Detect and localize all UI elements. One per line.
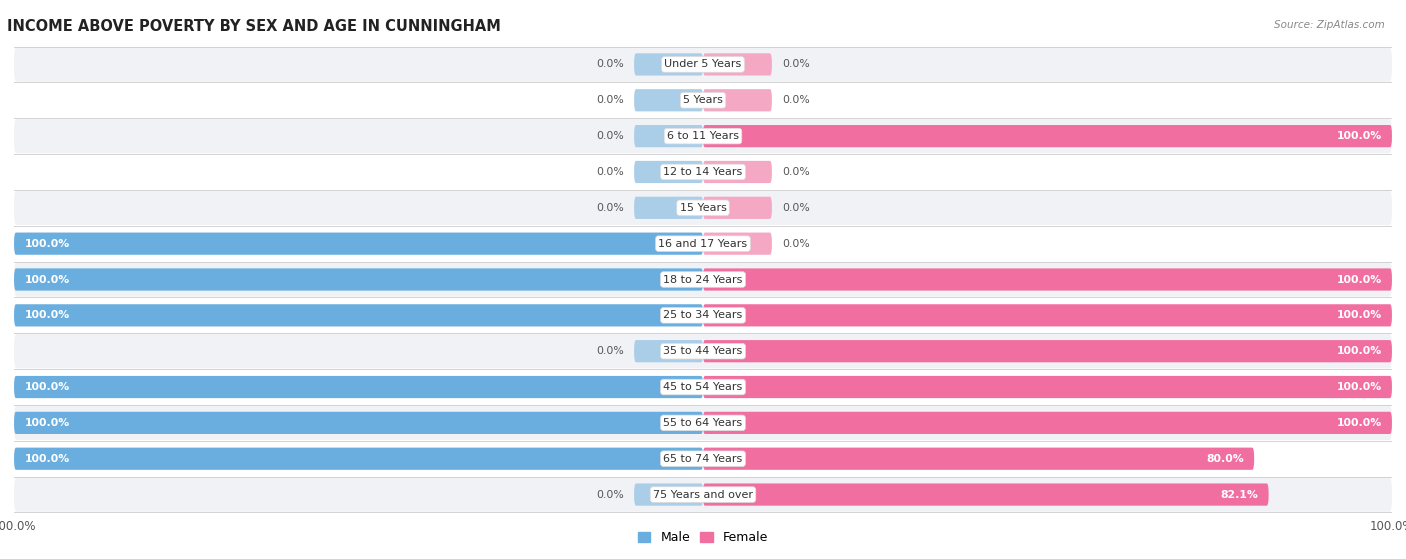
Text: 75 Years and over: 75 Years and over bbox=[652, 490, 754, 500]
Text: 100.0%: 100.0% bbox=[1336, 310, 1382, 320]
FancyBboxPatch shape bbox=[14, 233, 703, 255]
Text: 0.0%: 0.0% bbox=[782, 59, 810, 69]
FancyBboxPatch shape bbox=[14, 477, 1392, 512]
FancyBboxPatch shape bbox=[703, 197, 772, 219]
Text: 0.0%: 0.0% bbox=[596, 346, 624, 356]
Text: 100.0%: 100.0% bbox=[1336, 382, 1382, 392]
Text: 0.0%: 0.0% bbox=[782, 167, 810, 177]
Text: 15 Years: 15 Years bbox=[679, 203, 727, 213]
Text: 16 and 17 Years: 16 and 17 Years bbox=[658, 239, 748, 249]
Text: 25 to 34 Years: 25 to 34 Years bbox=[664, 310, 742, 320]
Text: 45 to 54 Years: 45 to 54 Years bbox=[664, 382, 742, 392]
Text: 0.0%: 0.0% bbox=[596, 95, 624, 105]
FancyBboxPatch shape bbox=[703, 161, 772, 183]
FancyBboxPatch shape bbox=[14, 334, 1392, 368]
FancyBboxPatch shape bbox=[703, 412, 1392, 434]
Text: 100.0%: 100.0% bbox=[24, 454, 70, 464]
FancyBboxPatch shape bbox=[703, 376, 1392, 398]
Text: 82.1%: 82.1% bbox=[1220, 490, 1258, 500]
Text: 80.0%: 80.0% bbox=[1206, 454, 1244, 464]
Text: 0.0%: 0.0% bbox=[782, 239, 810, 249]
Text: 35 to 44 Years: 35 to 44 Years bbox=[664, 346, 742, 356]
FancyBboxPatch shape bbox=[14, 406, 1392, 440]
Text: 12 to 14 Years: 12 to 14 Years bbox=[664, 167, 742, 177]
FancyBboxPatch shape bbox=[703, 53, 772, 75]
Text: Under 5 Years: Under 5 Years bbox=[665, 59, 741, 69]
FancyBboxPatch shape bbox=[634, 125, 703, 147]
Text: 0.0%: 0.0% bbox=[596, 203, 624, 213]
FancyBboxPatch shape bbox=[634, 89, 703, 111]
FancyBboxPatch shape bbox=[703, 304, 1392, 326]
FancyBboxPatch shape bbox=[14, 83, 1392, 117]
FancyBboxPatch shape bbox=[14, 442, 1392, 476]
FancyBboxPatch shape bbox=[634, 197, 703, 219]
Legend: Male, Female: Male, Female bbox=[634, 528, 772, 548]
Text: 100.0%: 100.0% bbox=[24, 274, 70, 285]
Text: 0.0%: 0.0% bbox=[596, 59, 624, 69]
Text: 6 to 11 Years: 6 to 11 Years bbox=[666, 131, 740, 141]
Text: 100.0%: 100.0% bbox=[1336, 346, 1382, 356]
FancyBboxPatch shape bbox=[703, 340, 1392, 362]
FancyBboxPatch shape bbox=[703, 89, 772, 111]
FancyBboxPatch shape bbox=[14, 376, 703, 398]
Text: 0.0%: 0.0% bbox=[782, 95, 810, 105]
FancyBboxPatch shape bbox=[14, 298, 1392, 333]
FancyBboxPatch shape bbox=[634, 340, 703, 362]
Text: 18 to 24 Years: 18 to 24 Years bbox=[664, 274, 742, 285]
FancyBboxPatch shape bbox=[14, 268, 703, 291]
FancyBboxPatch shape bbox=[703, 484, 1268, 506]
FancyBboxPatch shape bbox=[703, 125, 1392, 147]
Text: 100.0%: 100.0% bbox=[24, 382, 70, 392]
FancyBboxPatch shape bbox=[14, 370, 1392, 404]
Text: 100.0%: 100.0% bbox=[1336, 418, 1382, 428]
FancyBboxPatch shape bbox=[634, 484, 703, 506]
FancyBboxPatch shape bbox=[703, 268, 1392, 291]
FancyBboxPatch shape bbox=[14, 119, 1392, 153]
FancyBboxPatch shape bbox=[703, 448, 1254, 470]
FancyBboxPatch shape bbox=[14, 226, 1392, 261]
Text: 100.0%: 100.0% bbox=[24, 310, 70, 320]
Text: 5 Years: 5 Years bbox=[683, 95, 723, 105]
Text: 100.0%: 100.0% bbox=[24, 418, 70, 428]
Text: 55 to 64 Years: 55 to 64 Years bbox=[664, 418, 742, 428]
FancyBboxPatch shape bbox=[14, 155, 1392, 189]
FancyBboxPatch shape bbox=[703, 233, 772, 255]
FancyBboxPatch shape bbox=[634, 161, 703, 183]
FancyBboxPatch shape bbox=[14, 304, 703, 326]
Text: 0.0%: 0.0% bbox=[596, 131, 624, 141]
Text: 100.0%: 100.0% bbox=[24, 239, 70, 249]
Text: 100.0%: 100.0% bbox=[1336, 274, 1382, 285]
Text: 100.0%: 100.0% bbox=[1336, 131, 1382, 141]
Text: 65 to 74 Years: 65 to 74 Years bbox=[664, 454, 742, 464]
FancyBboxPatch shape bbox=[14, 191, 1392, 225]
FancyBboxPatch shape bbox=[14, 448, 703, 470]
Text: INCOME ABOVE POVERTY BY SEX AND AGE IN CUNNINGHAM: INCOME ABOVE POVERTY BY SEX AND AGE IN C… bbox=[7, 19, 501, 34]
Text: 0.0%: 0.0% bbox=[596, 490, 624, 500]
Text: Source: ZipAtlas.com: Source: ZipAtlas.com bbox=[1274, 20, 1385, 30]
FancyBboxPatch shape bbox=[14, 262, 1392, 297]
FancyBboxPatch shape bbox=[634, 53, 703, 75]
Text: 0.0%: 0.0% bbox=[596, 167, 624, 177]
FancyBboxPatch shape bbox=[14, 47, 1392, 82]
FancyBboxPatch shape bbox=[14, 412, 703, 434]
Text: 0.0%: 0.0% bbox=[782, 203, 810, 213]
